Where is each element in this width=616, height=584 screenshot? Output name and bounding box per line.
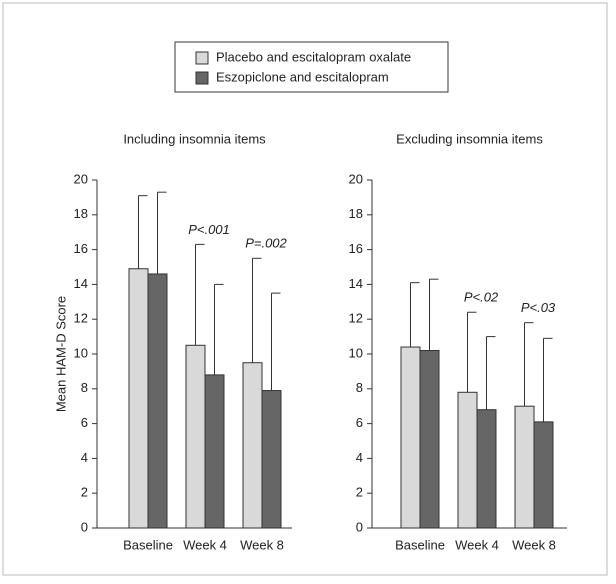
y-tick-label: 4 <box>81 450 88 465</box>
y-tick-label: 2 <box>81 485 88 500</box>
y-tick-label: 14 <box>349 276 363 291</box>
bar <box>147 273 168 529</box>
bar <box>533 421 554 529</box>
y-tick-label: 10 <box>349 345 363 360</box>
y-tick-label: 18 <box>74 206 88 221</box>
y-tick-label: 18 <box>349 206 363 221</box>
x-tick-label: Week 8 <box>512 537 556 552</box>
y-tick-label: 8 <box>356 380 363 395</box>
bar <box>261 390 282 529</box>
bar <box>242 362 263 529</box>
bar <box>514 405 535 529</box>
frame <box>2 2 608 576</box>
bar <box>476 409 497 529</box>
y-tick-label: 0 <box>81 519 88 534</box>
x-tick-label: Week 4 <box>455 537 499 552</box>
bar <box>400 346 421 529</box>
y-tick-label: 20 <box>349 171 363 186</box>
y-tick-label: 12 <box>349 311 363 326</box>
legend-swatch <box>195 71 209 85</box>
legend-label: Placebo and escitalopram oxalate <box>216 49 411 64</box>
y-tick-label: 12 <box>74 311 88 326</box>
y-tick-label: 6 <box>81 415 88 430</box>
y-tick-label: 2 <box>356 485 363 500</box>
y-tick-label: 10 <box>74 345 88 360</box>
annotation: P<.001 <box>188 222 230 237</box>
y-tick-label: 16 <box>349 241 363 256</box>
x-tick-label: Baseline <box>123 537 173 552</box>
bar <box>419 350 440 529</box>
panel-title: Excluding insomnia items <box>396 131 543 146</box>
y-tick-label: 20 <box>74 171 88 186</box>
annotation: P=.002 <box>245 236 287 251</box>
y-tick-label: 8 <box>81 380 88 395</box>
legend-label: Eszopiclone and escitalopram <box>216 69 389 84</box>
panel-title: Including insomnia items <box>123 131 266 146</box>
y-tick-label: 14 <box>74 276 88 291</box>
legend-swatch <box>195 51 209 65</box>
legend-box <box>174 41 449 93</box>
annotation: P<.02 <box>464 290 499 305</box>
bar <box>128 268 149 529</box>
annotation: P<.03 <box>521 300 556 315</box>
bar <box>185 344 206 529</box>
bar <box>204 374 225 529</box>
y-tick-label: 0 <box>356 519 363 534</box>
x-tick-label: Week 4 <box>183 537 227 552</box>
y-tick-label: 16 <box>74 241 88 256</box>
y-tick-label: 6 <box>356 415 363 430</box>
bar <box>457 391 478 529</box>
x-tick-label: Week 8 <box>240 537 284 552</box>
y-tick-label: 4 <box>356 450 363 465</box>
x-tick-label: Baseline <box>395 537 445 552</box>
y-axis-label: Mean HAM-D Score <box>53 296 68 412</box>
